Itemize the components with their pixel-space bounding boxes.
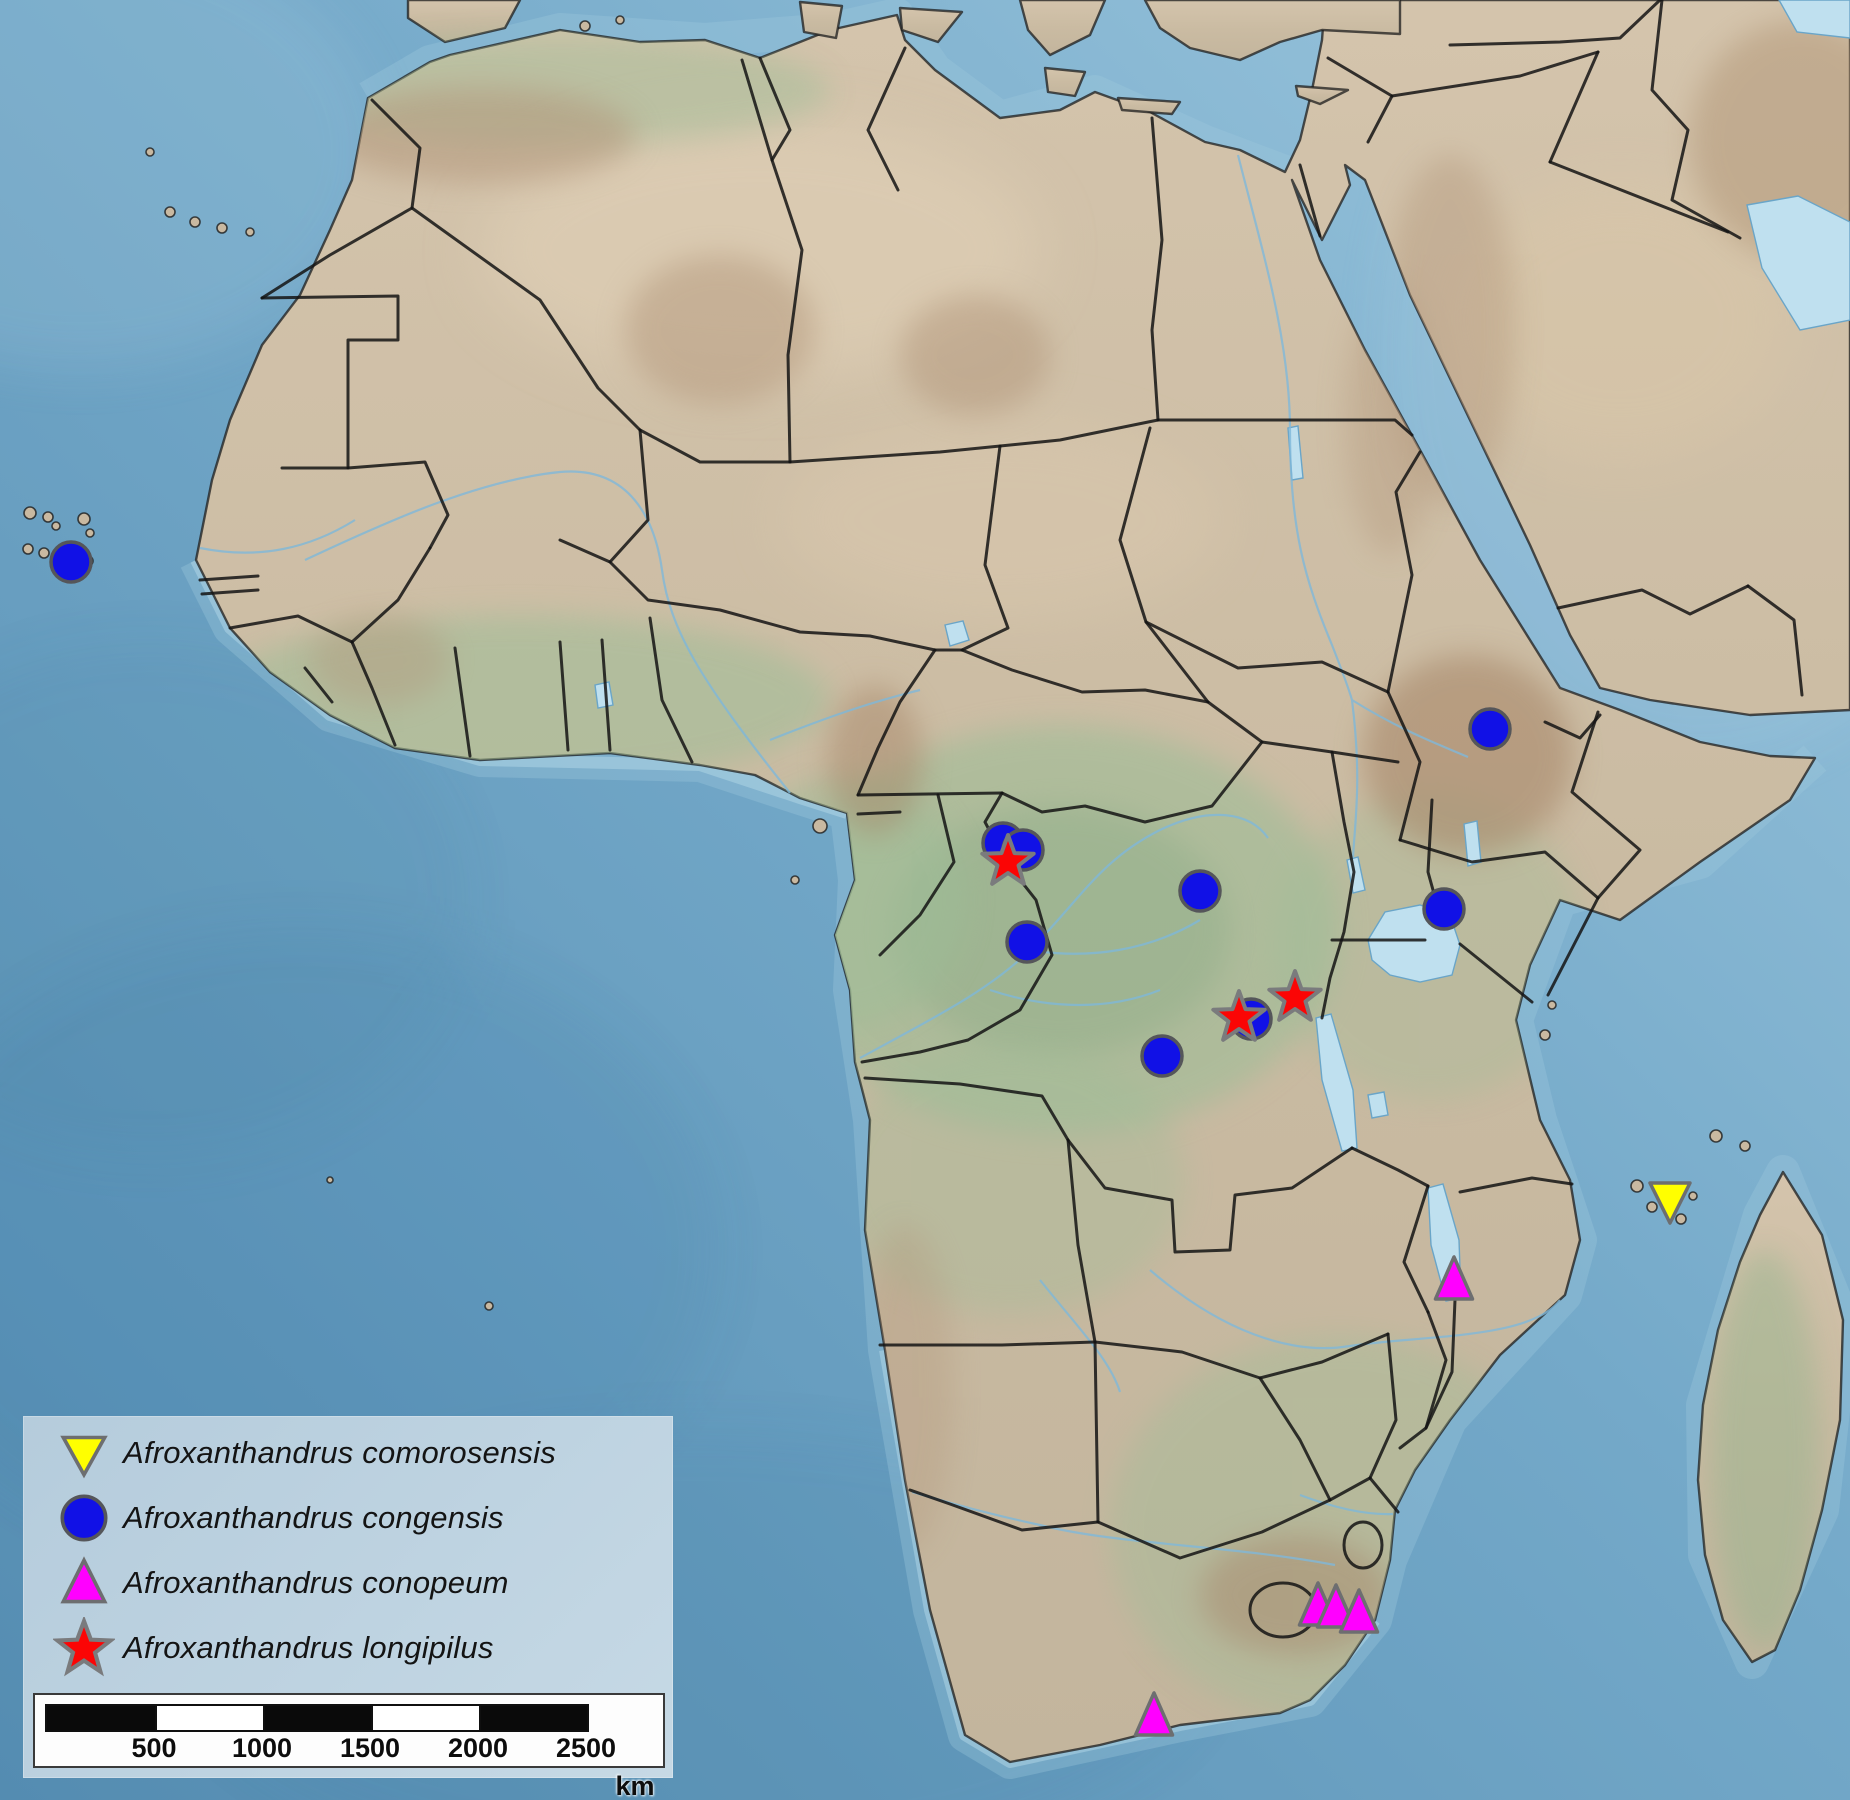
scale-bar-segments [45, 1704, 589, 1732]
marker-congensis[interactable] [1178, 869, 1222, 913]
marker-comorosensis[interactable] [1648, 1181, 1692, 1225]
scale-unit: km [615, 1771, 655, 1800]
peloponnese [1043, 66, 1087, 98]
legend-item-comorosensis: Afroxanthandrus comorosensis [23, 1420, 673, 1485]
legend-item-longipilus: Afroxanthandrus longipilus [23, 1615, 673, 1680]
legend-label-comorosensis: Afroxanthandrus comorosensis [123, 1434, 556, 1470]
scale-tick: 500 [131, 1733, 177, 1763]
scale-tick-labels: 500 1000 1500 2000 2500 km [35, 1733, 663, 1800]
marker-congensis[interactable] [49, 540, 93, 584]
anatolia [1143, 0, 1402, 62]
scale-segment [371, 1706, 479, 1730]
marker-conopeum[interactable] [1338, 1588, 1380, 1634]
lakes [594, 0, 1850, 1302]
marker-congensis[interactable] [1005, 920, 1049, 964]
legend-label-longipilus: Afroxanthandrus longipilus [123, 1629, 494, 1665]
sardinia [798, 0, 844, 40]
star-marker-icon [53, 1616, 115, 1676]
lake-chad [944, 620, 970, 647]
marker-conopeum[interactable] [1433, 1255, 1475, 1301]
country-borders [198, 0, 1804, 1639]
cyprus [1294, 84, 1350, 106]
scale-tick: 1000 [231, 1733, 293, 1763]
scale-tick: 1500 [339, 1733, 401, 1763]
small-islands [22, 15, 1751, 1311]
legend-label-congensis: Afroxanthandrus congensis [123, 1499, 504, 1535]
marker-longipilus[interactable] [1267, 969, 1323, 1022]
scale-segment [263, 1706, 371, 1730]
marker-conopeum[interactable] [1315, 1583, 1357, 1629]
marker-longipilus[interactable] [980, 833, 1036, 886]
triangle-down-marker-icon [60, 1435, 108, 1478]
lake-tanganyika [1315, 1013, 1358, 1152]
legend-item-congensis: Afroxanthandrus congensis [23, 1485, 673, 1550]
legend-rows: Afroxanthandrus comorosensis Afroxanthan… [23, 1420, 673, 1680]
marker-conopeum[interactable] [1133, 1691, 1175, 1737]
triangle-up-marker-icon [60, 1555, 108, 1603]
sicily [898, 6, 964, 44]
caspian-sea [1778, 0, 1850, 39]
legend-label-conopeum: Afroxanthandrus conopeum [123, 1564, 509, 1600]
iberia [406, 0, 522, 44]
marker-congensis[interactable] [1468, 707, 1512, 751]
lake-mweru [1367, 1091, 1389, 1119]
scale-bar: 500 1000 1500 2000 2500 km [33, 1693, 665, 1800]
legend-item-conopeum: Afroxanthandrus conopeum [23, 1550, 673, 1615]
scale-segment [155, 1706, 263, 1730]
marker-longipilus[interactable] [1211, 989, 1267, 1042]
scale-segment [47, 1706, 155, 1730]
persian-gulf [1746, 195, 1850, 331]
scale-tick: 2000 [447, 1733, 509, 1763]
scale-segment [479, 1706, 587, 1730]
crete [1116, 96, 1182, 116]
marker-congensis[interactable] [1422, 887, 1466, 931]
circle-marker-icon [60, 1493, 108, 1542]
scale-tick: 2500 [555, 1733, 617, 1763]
species-markers-layer [49, 540, 1692, 1737]
greece [1018, 0, 1107, 57]
legend-panel: Afroxanthandrus comorosensis Afroxanthan… [23, 1416, 673, 1800]
marker-congensis[interactable] [1140, 1034, 1184, 1078]
